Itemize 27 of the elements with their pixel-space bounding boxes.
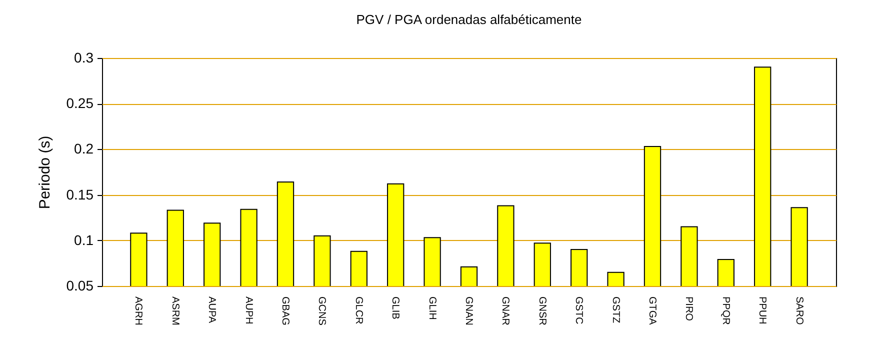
y-tick-label: 0.25	[66, 95, 94, 112]
x-tick-label: GNSR	[536, 296, 548, 326]
y-tick-label: 0.2	[74, 140, 94, 157]
x-tick-label: GSTZ	[610, 296, 621, 324]
x-tick-label: GNAR	[500, 296, 511, 326]
chart-title: PGV / PGA ordenadas alfabéticamente	[356, 12, 582, 27]
x-tick-label: GTGA	[646, 296, 658, 326]
y-tick-label: 0.05	[66, 278, 94, 294]
x-tick-label: PPUH	[756, 296, 768, 324]
x-tick-label: PIRO	[683, 296, 694, 322]
x-tick-label: GLIH	[426, 296, 438, 320]
y-tick-label: 0.15	[66, 186, 94, 202]
y-tick-label: 0.1	[74, 232, 94, 248]
x-tick-label: GNAN	[463, 296, 474, 326]
x-tick-label: GLIB	[390, 296, 401, 320]
x-tick-label: GLCR	[352, 296, 364, 324]
x-tick-label: ASRM	[169, 296, 180, 326]
x-tick-label: AUPH	[242, 296, 254, 324]
x-tick-label: PPQR	[720, 296, 731, 325]
y-tick-label: 0.3	[74, 50, 94, 66]
x-tick-label: AUPA	[206, 296, 218, 324]
x-tick-label: SARO	[793, 296, 804, 326]
x-tick-label: GBAG	[280, 296, 290, 326]
x-tick-label: GSTC	[573, 296, 584, 324]
y-axis-title: Periodo (s)	[36, 136, 54, 210]
x-tick-label: AGRH	[132, 296, 144, 326]
x-tick-label: GCNS	[316, 296, 328, 326]
